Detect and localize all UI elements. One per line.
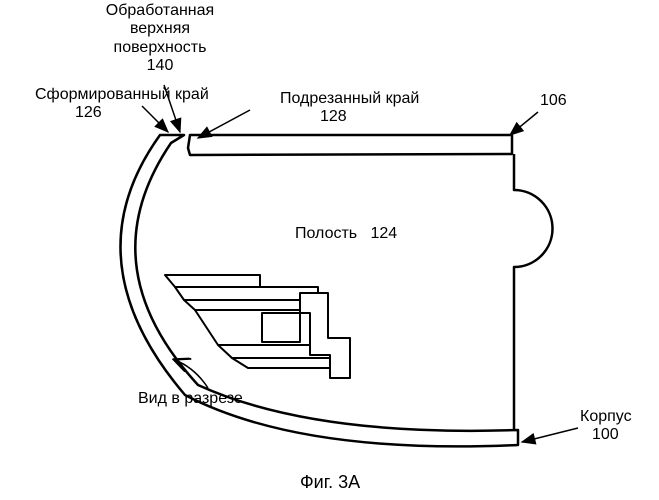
label-cut-edge: Подрезанный край 128 — [280, 90, 480, 127]
label-treated-top-num: 140 — [147, 57, 174, 74]
label-housing-text: Корпус — [580, 408, 632, 425]
label-housing: Корпус 100 — [580, 408, 632, 445]
diagram-svg — [0, 0, 659, 500]
label-ref106-num: 106 — [540, 92, 567, 109]
label-formed-edge-num: 126 — [75, 104, 102, 122]
label-cavity-num: 124 — [370, 225, 397, 242]
label-section-view: Вид в разрезе — [138, 390, 243, 408]
label-cut-edge-num: 128 — [320, 108, 480, 126]
label-cut-edge-text: Подрезанный край — [280, 90, 419, 107]
figure-canvas: { "figure": { "type": "diagram", "captio… — [0, 0, 659, 500]
figure-caption: Фиг. 3А — [300, 472, 360, 493]
label-formed-edge: Сформированный край 126 — [35, 86, 210, 123]
label-cavity-text: Полость — [295, 225, 357, 242]
label-ref106: 106 — [540, 92, 567, 110]
label-housing-num: 100 — [592, 426, 619, 443]
label-treated-top-text: Обработанная верхняя поверхность — [100, 2, 220, 57]
label-treated-top: Обработанная верхняя поверхность 140 — [100, 2, 220, 76]
label-section-view-text: Вид в разрезе — [138, 390, 243, 407]
label-formed-edge-text: Сформированный край — [35, 86, 209, 103]
label-cavity: Полость 124 — [295, 225, 397, 243]
